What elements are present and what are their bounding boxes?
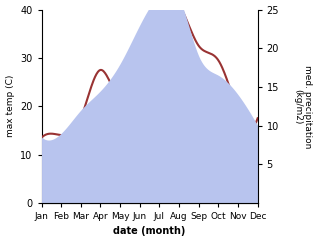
X-axis label: date (month): date (month) [114,227,186,236]
Y-axis label: med. precipitation
(kg/m2): med. precipitation (kg/m2) [293,65,313,148]
Y-axis label: max temp (C): max temp (C) [5,75,15,137]
